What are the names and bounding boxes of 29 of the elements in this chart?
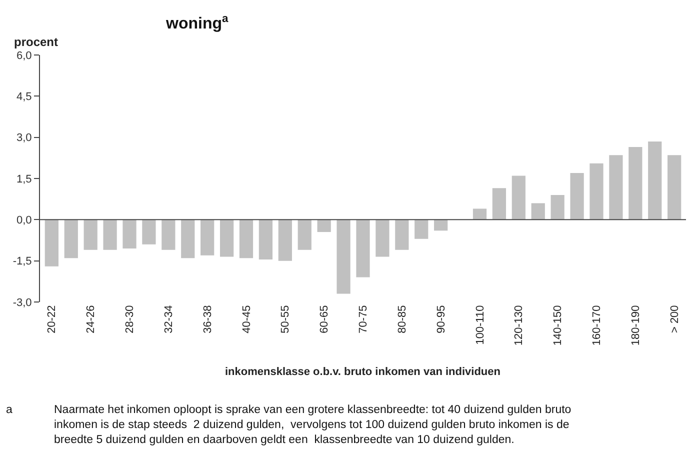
x-tick-label: 28-30 bbox=[124, 305, 136, 334]
x-tick-label: 20-22 bbox=[46, 305, 58, 334]
x-tick-label: 80-85 bbox=[396, 305, 408, 334]
x-tick-label: 60-65 bbox=[318, 305, 331, 334]
x-axis-title: inkomensklasse o.b.v. bruto inkomen van individuen bbox=[225, 366, 501, 378]
y-tick-label: 4,5 bbox=[16, 91, 32, 104]
x-tick-label: 100-110 bbox=[474, 305, 486, 345]
x-tick-label: > 200 bbox=[668, 305, 681, 334]
x-tick-label: 120-130 bbox=[513, 305, 526, 346]
x-tick-label: 90-95 bbox=[435, 305, 448, 334]
x-tick-label: 32-34 bbox=[162, 305, 175, 334]
y-tick-label: 6,0 bbox=[16, 50, 32, 62]
x-tick-label: 50-55 bbox=[280, 305, 292, 334]
y-axis-title: procent bbox=[14, 35, 58, 49]
text: a bbox=[6, 404, 13, 416]
chart-title: woning$^{a}$ bbox=[165, 13, 229, 33]
x-tick-label: 160-170 bbox=[591, 305, 604, 346]
text: Naarmate het inkomen oploopt is sprake van een grotere klassenbreedte: tot 40 duizend gulden bruto inkomen is de stap steeds 2 duizend gulden, vervolgens tot 100 duizend gulden bruto inkomen is de breedte 5 duizend gulden en daarboven geldt een klassenbreedte van 10 duizend gulden. bbox=[54, 404, 572, 446]
y-tick-label: 3,0 bbox=[16, 132, 32, 144]
x-tick-label: 36-38 bbox=[202, 305, 214, 334]
y-tick-label: 1,5 bbox=[16, 173, 32, 186]
y-tick-label: -1,5 bbox=[12, 256, 32, 268]
x-tick-label: 140-150 bbox=[552, 305, 564, 346]
x-tick-label: 24-26 bbox=[85, 305, 98, 334]
x-tick-label: 180-190 bbox=[630, 305, 642, 346]
y-tick-label: 0,0 bbox=[16, 214, 32, 227]
x-tick-label: 70-75 bbox=[358, 305, 370, 334]
x-tick-label: 40-45 bbox=[240, 305, 253, 334]
y-tick-label: -3,0 bbox=[12, 296, 32, 309]
